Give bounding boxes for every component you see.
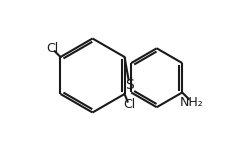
Text: Cl: Cl	[123, 98, 135, 111]
Text: NH₂: NH₂	[180, 96, 204, 109]
Text: S: S	[125, 78, 134, 92]
Text: Cl: Cl	[46, 42, 58, 55]
